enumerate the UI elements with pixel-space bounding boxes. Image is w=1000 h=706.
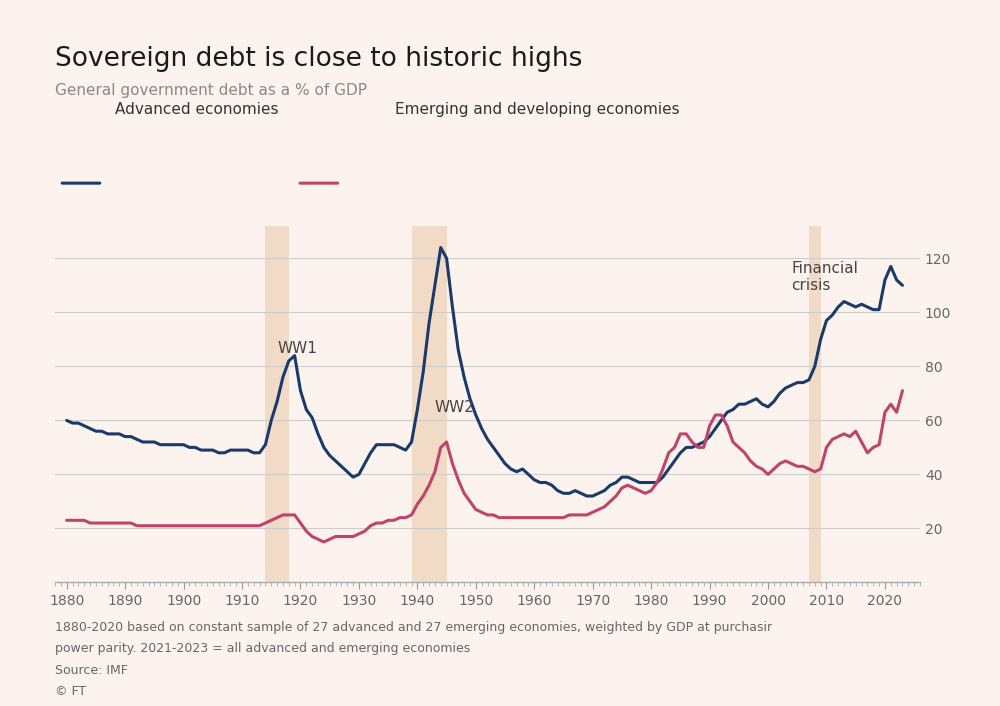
Bar: [809, 226, 821, 582]
Text: Emerging and developing economies: Emerging and developing economies: [395, 102, 680, 117]
Bar: [412, 226, 447, 582]
Text: General government debt as a % of GDP: General government debt as a % of GDP: [55, 83, 367, 98]
Text: Advanced economies: Advanced economies: [115, 102, 278, 117]
Text: WW1: WW1: [277, 340, 317, 356]
Bar: [265, 226, 289, 582]
Text: Financial
crisis: Financial crisis: [791, 261, 858, 294]
Text: WW2: WW2: [435, 400, 475, 415]
Text: power parity. 2021-2023 = all advanced and emerging economies: power parity. 2021-2023 = all advanced a…: [55, 642, 470, 655]
Text: Sovereign debt is close to historic highs: Sovereign debt is close to historic high…: [55, 46, 582, 72]
Text: © FT: © FT: [55, 685, 86, 698]
Text: 1880-2020 based on constant sample of 27 advanced and 27 emerging economies, wei: 1880-2020 based on constant sample of 27…: [55, 621, 772, 634]
Text: Source: IMF: Source: IMF: [55, 664, 128, 676]
